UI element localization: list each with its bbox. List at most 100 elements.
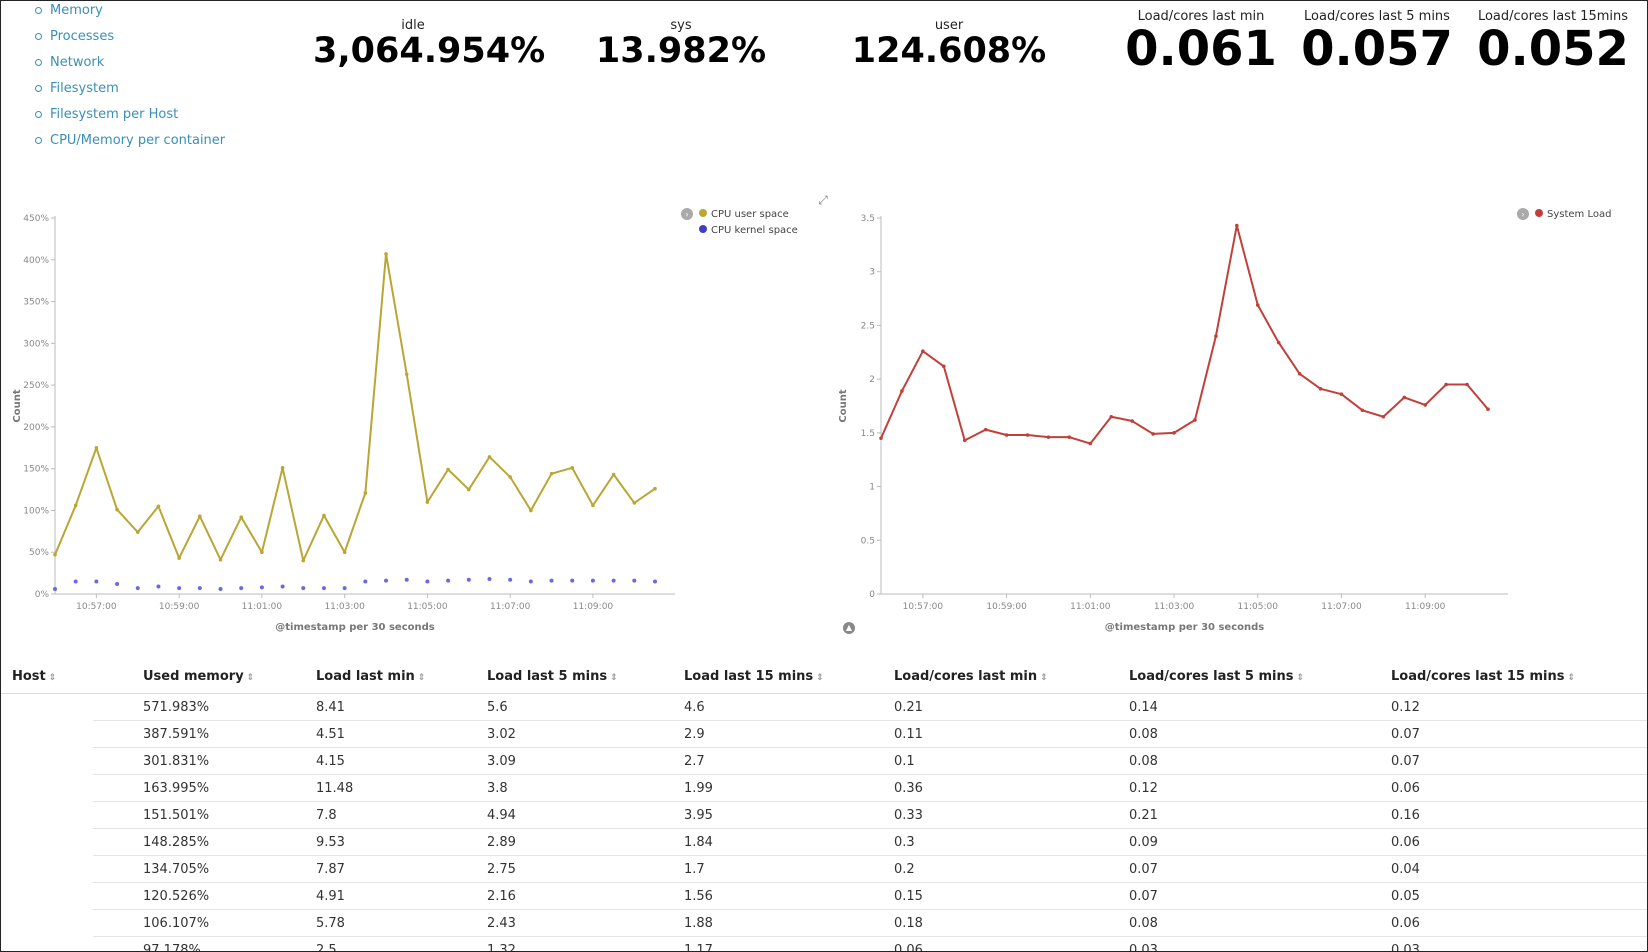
data-point [342, 550, 347, 555]
nav-item-memory[interactable]: Memory [31, 1, 225, 24]
data-point [446, 467, 450, 472]
data-point [591, 503, 595, 508]
metric-user: user 124.608% [849, 18, 1049, 69]
table-cell: 0.15 [894, 889, 923, 904]
nav-link-memory[interactable]: Memory [50, 3, 103, 18]
chevron-right-glyph: › [1521, 210, 1524, 219]
column-header[interactable]: Load last min ⇕ [316, 669, 425, 684]
table-cell: 11.48 [316, 781, 354, 796]
column-header[interactable]: Load last 15 mins ⇕ [684, 669, 824, 684]
table-cell: 0.06 [1391, 835, 1420, 850]
table-cell: 1.17 [684, 943, 713, 952]
table-cell: 0.06 [1391, 781, 1420, 796]
table-cell: 0.08 [1129, 916, 1158, 931]
data-point [1088, 441, 1093, 446]
column-header[interactable]: Load/cores last 15 mins ⇕ [1391, 669, 1575, 684]
data-point [941, 364, 946, 369]
data-point [900, 389, 904, 393]
nav-item-network[interactable]: Network [31, 50, 225, 76]
data-point [1151, 432, 1155, 436]
data-point [363, 491, 368, 495]
cpu-usage-chart: 0% 50% 100% 150% 200% 250% 300% 350% 400% 450% 10:… [12, 208, 798, 633]
table-cell: 1.84 [684, 835, 713, 850]
data-point [239, 586, 244, 591]
data-point [1339, 392, 1344, 396]
table-cell: 0.07 [1129, 889, 1158, 904]
metric-idle: idle 3,064.954% [313, 18, 546, 71]
data-point [53, 552, 57, 557]
data-point [653, 486, 657, 491]
table-cell: 0.03 [1129, 943, 1158, 952]
series-line-0 [54, 252, 656, 562]
table-cell: 0.12 [1391, 700, 1420, 715]
table-cell: 4.6 [684, 700, 705, 715]
y-tick-label: 2.5 [861, 321, 875, 331]
table-body: 571.983% 8.41 5.6 4.6 0.21 0.14 0.12 387.591% 4.… [1, 694, 1647, 952]
nav-item-cpu-memory-per-container[interactable]: CPU/Memory per container [31, 128, 225, 154]
data-point [1276, 340, 1281, 345]
data-point [1046, 435, 1051, 439]
sort-icon[interactable]: ⇕ [1567, 673, 1576, 683]
data-point [115, 581, 120, 586]
sort-icon[interactable]: ⇕ [610, 673, 618, 683]
nav-link-cpu-memory-per-container[interactable]: CPU/Memory per container [50, 133, 226, 148]
metric-value: 3,064.954% [313, 31, 546, 71]
metric-load-cores-5m: Load/cores last 5 mins 0.057 [1297, 9, 1457, 73]
data-point [115, 507, 119, 512]
expand-icon[interactable]: ⤢ [818, 193, 828, 207]
nav-link-processes[interactable]: Processes [50, 29, 115, 44]
data-point [404, 372, 409, 377]
legend-label: System Load [1547, 209, 1611, 220]
metric-sys: sys 13.982% [581, 18, 781, 69]
column-header-label: Host [12, 669, 46, 684]
data-point [322, 513, 326, 518]
sort-icon[interactable]: ⇕ [417, 673, 426, 683]
table-cell: 0.03 [1391, 943, 1420, 952]
data-point [404, 577, 409, 582]
x-tick-label: 11:01:00 [242, 602, 283, 612]
data-point [384, 252, 388, 256]
table-cell: 106.107% [143, 916, 210, 931]
table-cell: 0.33 [894, 808, 923, 823]
sort-icon[interactable]: ⇕ [48, 673, 57, 683]
sort-icon[interactable]: ⇕ [816, 673, 824, 683]
metric-label: idle [401, 18, 425, 33]
sort-icon[interactable]: ⇕ [1296, 673, 1304, 683]
x-tick-label: 11:05:00 [1238, 602, 1279, 612]
metric-label: Load/cores last 5 mins [1304, 9, 1450, 24]
data-point [301, 558, 306, 563]
column-header-label: Load/cores last 5 mins [1129, 669, 1294, 684]
nav-item-filesystem-per-host[interactable]: Filesystem per Host [31, 102, 225, 128]
data-point [259, 585, 264, 590]
data-point [342, 586, 347, 591]
y-tick-label: 0% [35, 590, 50, 600]
column-header[interactable]: Used memory ⇕ [143, 669, 254, 684]
data-point [611, 472, 616, 477]
nav-link-filesystem[interactable]: Filesystem [50, 81, 119, 96]
x-tick-label: 10:59:00 [159, 602, 200, 612]
column-header[interactable]: Host ⇕ [12, 669, 56, 684]
data-point [301, 586, 306, 591]
chevron-right-icon [1517, 208, 1529, 220]
chevron-up-icon[interactable]: ▲ [843, 622, 855, 634]
y-tick-label: 2 [869, 375, 875, 385]
table-cell: 2.43 [487, 916, 516, 931]
nav-item-processes[interactable]: Processes [31, 24, 225, 50]
data-point [1214, 334, 1218, 338]
table-cell: 148.285% [143, 835, 210, 850]
y-tick-label: 1 [869, 483, 875, 493]
column-header[interactable]: Load last 5 mins ⇕ [487, 669, 618, 684]
column-header[interactable]: Load/cores last min ⇕ [894, 669, 1048, 684]
data-point [218, 557, 223, 562]
nav-link-filesystem-per-host[interactable]: Filesystem per Host [50, 107, 179, 122]
data-point [1025, 433, 1030, 437]
nav-item-filesystem[interactable]: Filesystem [31, 76, 225, 102]
metric-value: 0.052 [1477, 21, 1629, 77]
table-cell: 4.51 [316, 727, 345, 742]
sort-icon[interactable]: ⇕ [1040, 673, 1048, 683]
sort-icon[interactable]: ⇕ [246, 673, 255, 683]
table-cell: 0.16 [1391, 808, 1420, 823]
column-header[interactable]: Load/cores last 5 mins ⇕ [1129, 669, 1304, 684]
nav-link-network[interactable]: Network [50, 55, 105, 70]
y-tick-label: 3.5 [861, 214, 875, 224]
